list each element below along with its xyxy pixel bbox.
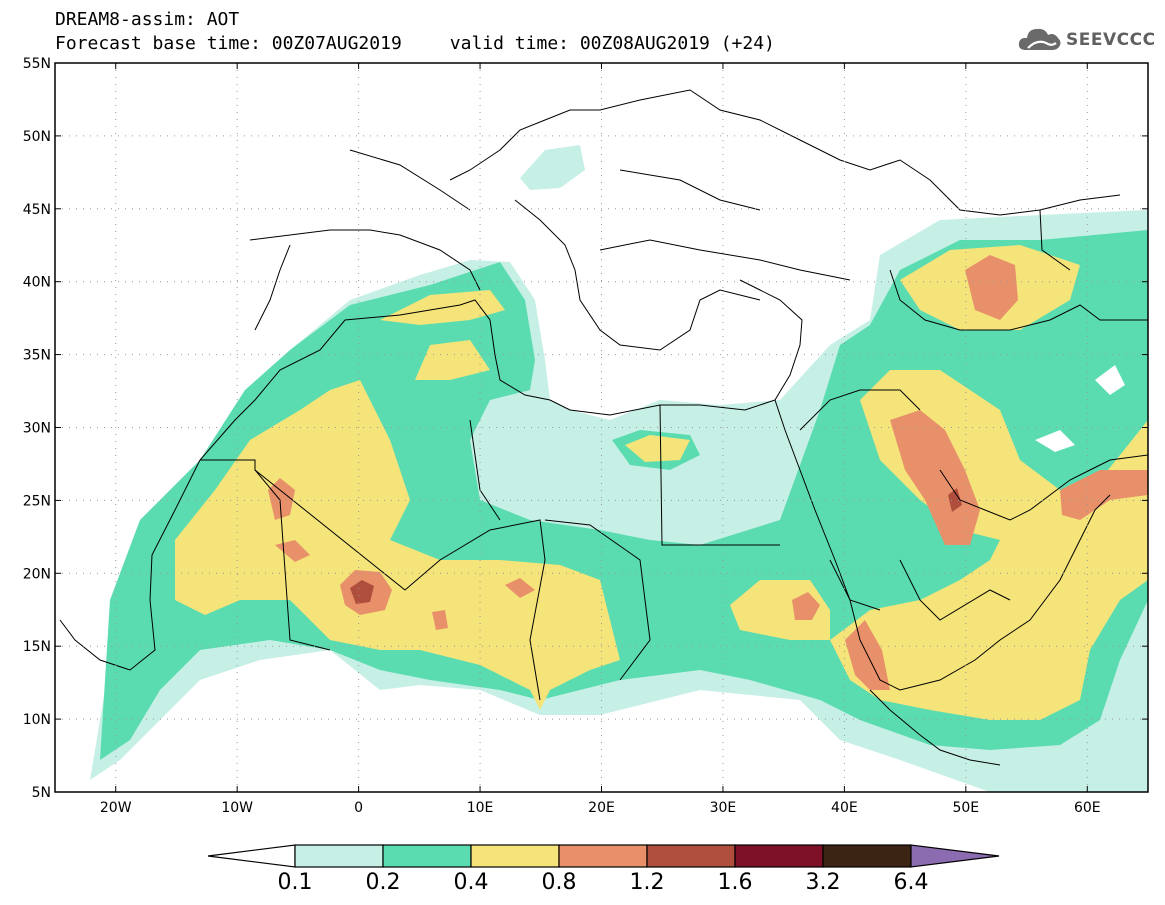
lon-tick-label: 20W	[100, 800, 132, 816]
colorbar-label: 1.6	[718, 870, 753, 895]
coastline	[939, 454, 1148, 521]
lon-tick-label: 10W	[221, 800, 253, 816]
border	[829, 559, 881, 611]
base-time: Forecast base time: 00Z07AUG2019	[55, 33, 402, 54]
border	[799, 389, 921, 431]
lat-tick-label: 45N	[23, 202, 51, 218]
coastline	[449, 89, 1121, 216]
border	[544, 519, 651, 681]
aot-band-0-1	[520, 145, 585, 190]
colorbar-swatch	[294, 844, 384, 868]
lat-tick-label: 5N	[32, 785, 51, 801]
forecast-times: Forecast base time: 00Z07AUG2019 valid ti…	[55, 34, 775, 54]
logo-text: SEEVCCC	[1066, 30, 1156, 50]
colorbar-swatch	[734, 844, 824, 868]
aot-band-0-8	[792, 592, 820, 620]
country-borders	[59, 89, 1148, 766]
lon-tick-label: 0	[354, 800, 363, 816]
colorbar-label: 6.4	[894, 870, 929, 895]
lon-tick-label: 60E	[1074, 800, 1101, 816]
aot-band-1-2	[948, 488, 962, 512]
lon-tick-label: 30E	[710, 800, 737, 816]
colorbar-label: 0.2	[366, 870, 401, 895]
colorbar-label: 1.2	[630, 870, 665, 895]
colorbar-swatch	[822, 844, 912, 868]
aot-band-0-4	[175, 380, 620, 710]
aot-gap	[1035, 430, 1075, 452]
lat-tick-label: 20N	[23, 566, 51, 582]
lon-tick-label: 10E	[467, 800, 494, 816]
coastline	[889, 269, 1148, 331]
aot-band-1-2	[350, 580, 374, 604]
border	[254, 469, 546, 701]
coastline	[869, 689, 1001, 766]
lat-tick-label: 35N	[23, 348, 51, 364]
map-gridlines	[55, 63, 1148, 792]
aot-band-0-8	[432, 610, 448, 630]
lon-tick-label: 40E	[831, 800, 858, 816]
coastline	[774, 399, 1111, 691]
colorbar-lower-arrow	[207, 844, 296, 868]
seevccc-logo: SEEVCCC	[1018, 24, 1155, 56]
lat-tick-label: 55N	[23, 56, 51, 72]
map-title: DREAM8-assim: AOT	[55, 9, 240, 30]
coastline	[254, 244, 291, 331]
aot-band-0-8	[268, 478, 295, 520]
colorbar-label: 3.2	[806, 870, 841, 895]
coastline	[249, 229, 481, 291]
cloud-icon	[1018, 28, 1061, 50]
aot-band-0-4	[625, 435, 690, 462]
valid-time: valid time: 00Z08AUG2019 (+24)	[449, 33, 775, 54]
coastline	[514, 199, 761, 351]
colorbar-label: 0.4	[454, 870, 489, 895]
lat-tick-label: 50N	[23, 129, 51, 145]
colorbar-label: 0.8	[542, 870, 577, 895]
aot-band-0-8	[505, 578, 535, 598]
lon-tick-label: 20E	[588, 800, 615, 816]
colorbar-swatch	[646, 844, 736, 868]
lat-tick-label: 40N	[23, 275, 51, 291]
aot-band-0-4	[415, 340, 490, 380]
axis-ticks: 55N 50N 45N 40N 35N 30N 25N 20N 15N 10N 5N 20W 10W 0 1…	[23, 56, 1148, 816]
aot-gap	[1095, 365, 1125, 395]
lat-tick-label: 30N	[23, 421, 51, 437]
lon-tick-label: 50E	[952, 800, 979, 816]
colorbar-swatch	[470, 844, 560, 868]
border	[899, 559, 1011, 621]
colorbar: 0.1 0.2 0.4 0.8 1.2 1.6 3.2 6.4	[207, 844, 1000, 895]
aot-band-0-8	[965, 255, 1018, 320]
border	[200, 459, 331, 651]
colorbar-upper-arrow	[910, 844, 1000, 868]
border	[349, 149, 471, 211]
lat-tick-label: 15N	[23, 639, 51, 655]
border	[1039, 209, 1071, 271]
aot-band-0-8	[1060, 470, 1148, 520]
border	[659, 404, 780, 546]
colorbar-swatch	[382, 844, 472, 868]
aot-band-0-8	[890, 410, 980, 545]
border	[619, 169, 761, 211]
coastline	[59, 279, 803, 671]
colorbar-swatch	[558, 844, 648, 868]
colorbar-label: 0.1	[278, 870, 313, 895]
border	[599, 239, 851, 281]
lat-tick-label: 25N	[23, 493, 51, 509]
lat-tick-label: 10N	[23, 712, 51, 728]
